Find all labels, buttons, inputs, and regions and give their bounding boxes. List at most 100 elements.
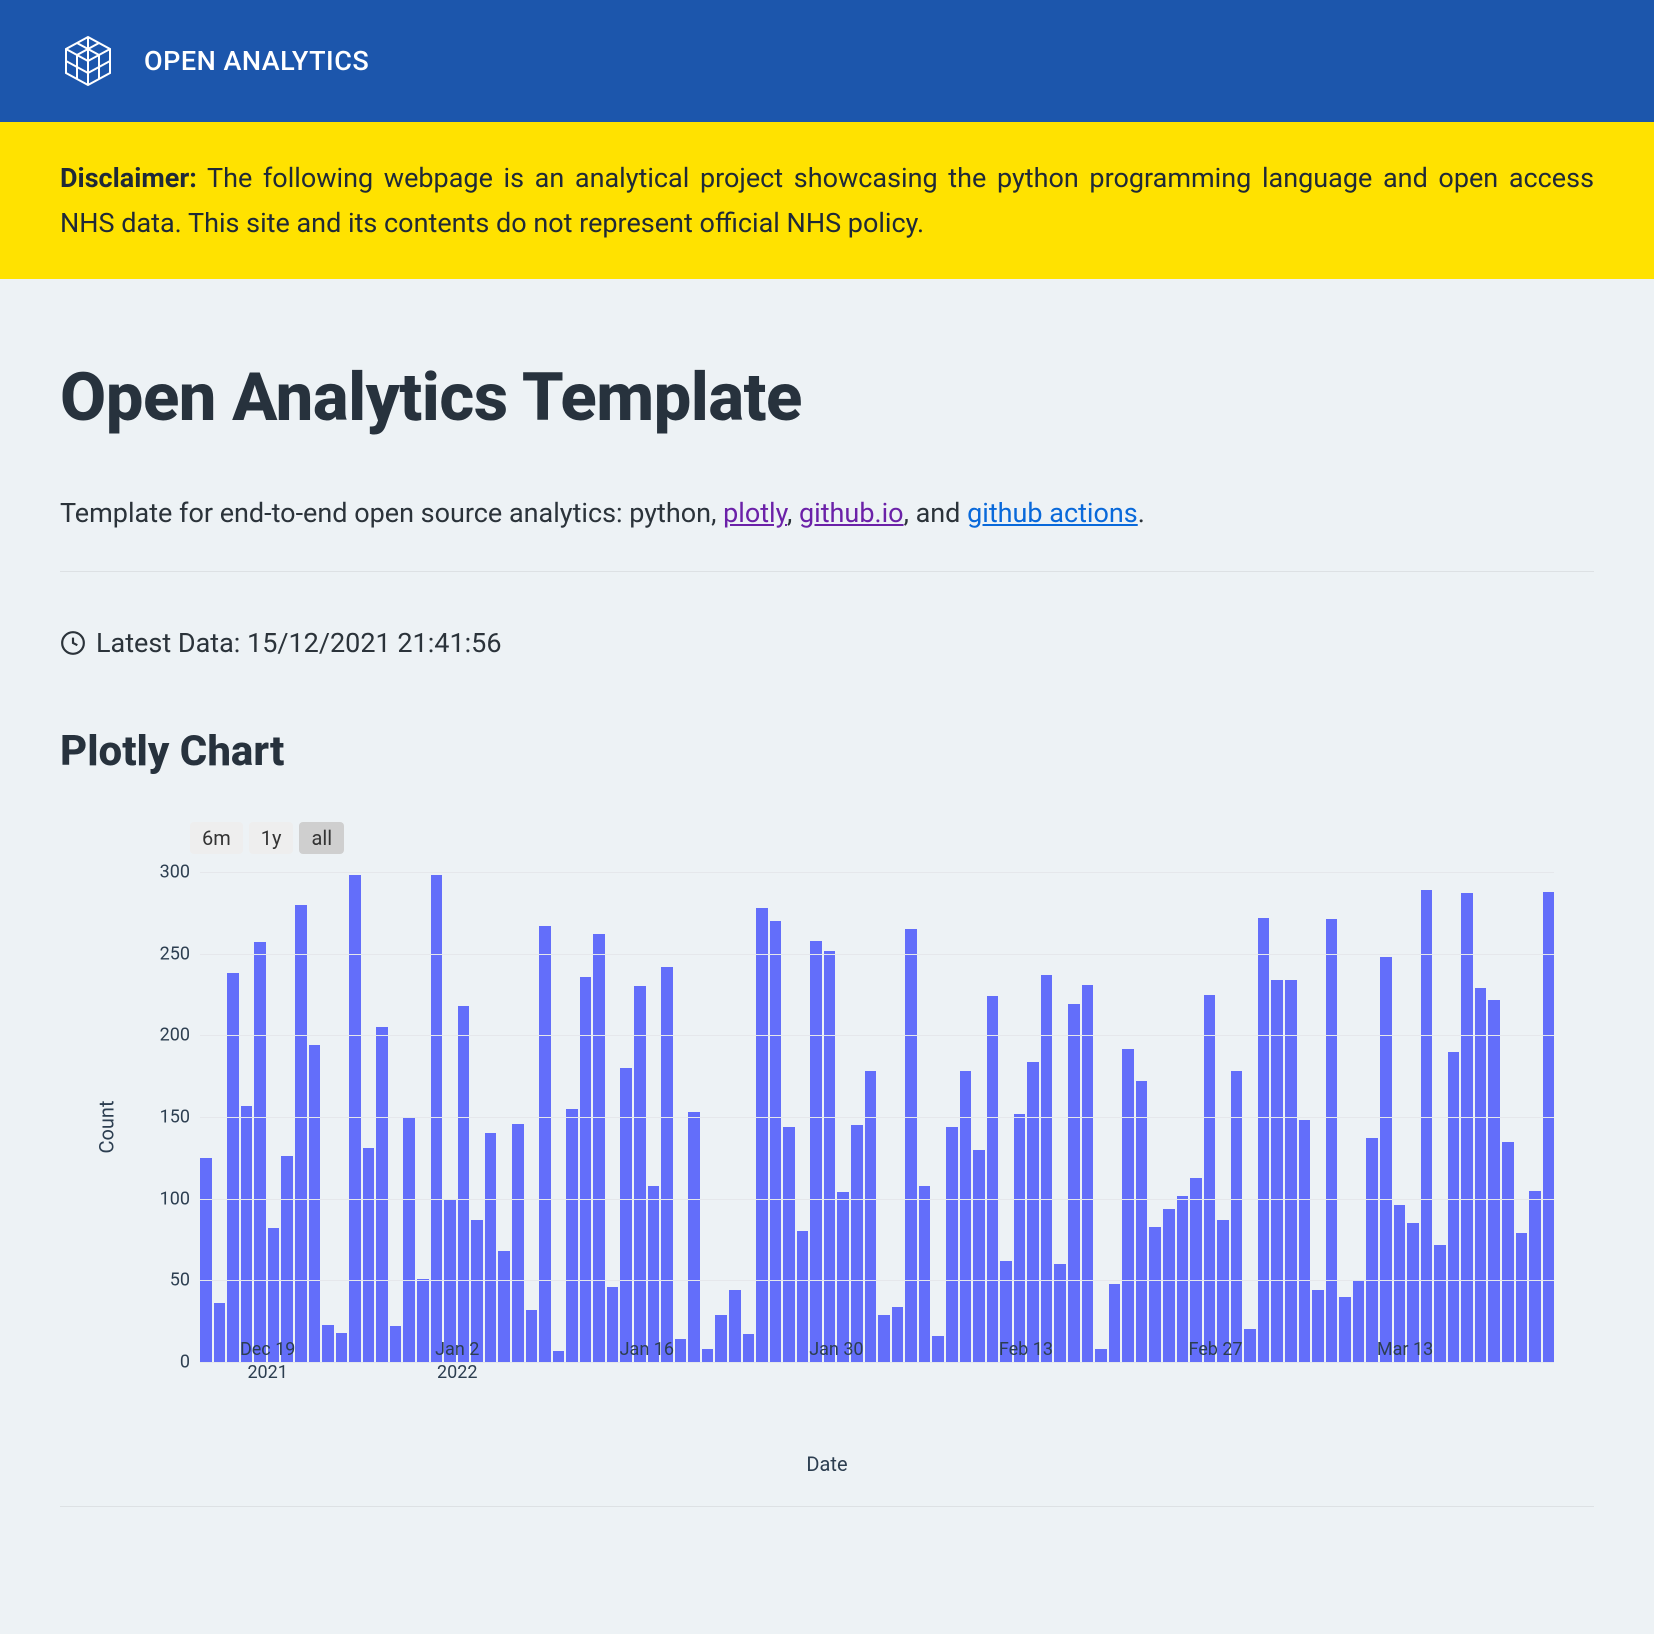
bar[interactable]: [756, 908, 768, 1362]
bar[interactable]: [1231, 1071, 1243, 1362]
bar[interactable]: [200, 1158, 212, 1362]
bar[interactable]: [1190, 1178, 1202, 1363]
bar[interactable]: [1299, 1120, 1311, 1362]
y-tick-label: 100: [150, 1188, 200, 1209]
range-btn-1y[interactable]: 1y: [249, 822, 294, 854]
bar[interactable]: [960, 1071, 972, 1362]
bar[interactable]: [1488, 1000, 1500, 1363]
y-tick-label: 0: [150, 1352, 200, 1373]
bar[interactable]: [688, 1112, 700, 1362]
bar[interactable]: [620, 1068, 632, 1362]
bar[interactable]: [905, 929, 917, 1362]
bar[interactable]: [1041, 975, 1053, 1362]
bar[interactable]: [634, 986, 646, 1362]
bar[interactable]: [837, 1192, 849, 1362]
bar[interactable]: [376, 1027, 388, 1362]
x-axis-title: Date: [60, 1452, 1594, 1476]
bar[interactable]: [1543, 892, 1555, 1362]
bar[interactable]: [1502, 1142, 1514, 1363]
bar[interactable]: [987, 996, 999, 1362]
grid-line: [200, 1199, 1554, 1200]
bar[interactable]: [1448, 1052, 1460, 1362]
bar[interactable]: [512, 1124, 524, 1362]
x-tick-label: Mar 13: [1377, 1338, 1433, 1361]
range-btn-all[interactable]: all: [299, 822, 344, 854]
x-tick-label: Feb 13: [999, 1338, 1053, 1361]
disclaimer-text: The following webpage is an analytical p…: [60, 162, 1594, 239]
bar[interactable]: [431, 875, 443, 1362]
bar[interactable]: [851, 1125, 863, 1362]
bar[interactable]: [309, 1045, 321, 1362]
bar[interactable]: [865, 1071, 877, 1362]
bar[interactable]: [661, 967, 673, 1362]
bar[interactable]: [458, 1006, 470, 1362]
bar[interactable]: [1068, 1004, 1080, 1362]
bar[interactable]: [1380, 957, 1392, 1362]
bar[interactable]: [363, 1148, 375, 1362]
grid-line: [200, 954, 1554, 955]
bar[interactable]: [295, 905, 307, 1362]
x-tick-label: Feb 27: [1188, 1338, 1242, 1361]
bar[interactable]: [1082, 985, 1094, 1362]
y-tick-label: 200: [150, 1025, 200, 1046]
bar[interactable]: [783, 1127, 795, 1362]
page-title: Open Analytics Template: [60, 359, 1594, 437]
bar[interactable]: [946, 1127, 958, 1362]
bar[interactable]: [1326, 919, 1338, 1362]
grid-line: [200, 1117, 1554, 1118]
bar[interactable]: [810, 941, 822, 1362]
bar[interactable]: [1366, 1138, 1378, 1362]
bar[interactable]: [1122, 1049, 1134, 1363]
bar[interactable]: [254, 942, 266, 1362]
divider: [60, 571, 1594, 572]
y-tick-label: 150: [150, 1107, 200, 1128]
grid-line: [200, 1280, 1554, 1281]
y-axis-title: Count: [95, 1101, 119, 1154]
intro-text: Template for end-to-end open source anal…: [60, 497, 1594, 529]
bar[interactable]: [824, 951, 836, 1363]
bar[interactable]: [1014, 1114, 1026, 1362]
bar[interactable]: [919, 1186, 931, 1362]
bar[interactable]: [349, 875, 361, 1362]
chart-section-title: Plotly Chart: [60, 727, 1594, 776]
bar[interactable]: [1285, 980, 1297, 1362]
bar[interactable]: [648, 1186, 660, 1362]
link-github-actions[interactable]: github actions: [967, 497, 1138, 529]
bar[interactable]: [566, 1109, 578, 1362]
bar[interactable]: [770, 921, 782, 1362]
y-tick-label: 50: [150, 1270, 200, 1291]
link-githubio[interactable]: github.io: [799, 497, 904, 529]
bar[interactable]: [1271, 980, 1283, 1362]
cube-logo-icon: [60, 33, 116, 89]
bar[interactable]: [1475, 988, 1487, 1362]
latest-data-row: Latest Data: 15/12/2021 21:41:56: [60, 627, 1594, 659]
y-tick-label: 300: [150, 862, 200, 883]
bar[interactable]: [485, 1133, 497, 1362]
grid-line: [200, 1035, 1554, 1036]
bar[interactable]: [1136, 1081, 1148, 1362]
bar[interactable]: [1529, 1191, 1541, 1363]
bar[interactable]: [1421, 890, 1433, 1362]
bar[interactable]: [241, 1106, 253, 1362]
bar[interactable]: [1027, 1062, 1039, 1363]
bar[interactable]: [1204, 995, 1216, 1363]
plot-area[interactable]: 050100150200250300: [200, 872, 1554, 1362]
bar[interactable]: [227, 973, 239, 1362]
bar[interactable]: [281, 1156, 293, 1362]
latest-value: 15/12/2021 21:41:56: [247, 627, 502, 659]
bar[interactable]: [973, 1150, 985, 1362]
range-btn-6m[interactable]: 6m: [190, 822, 243, 854]
range-selector: 6m1yall: [190, 822, 1594, 854]
bar[interactable]: [1177, 1196, 1189, 1363]
x-tick-label: Dec 192021: [240, 1338, 295, 1385]
bar[interactable]: [1258, 918, 1270, 1362]
bar[interactable]: [539, 926, 551, 1362]
bar[interactable]: [403, 1117, 415, 1362]
bar[interactable]: [593, 934, 605, 1362]
bar[interactable]: [1461, 893, 1473, 1362]
x-tick-label: Jan 16: [620, 1338, 674, 1361]
brand-name: OPEN ANALYTICS: [144, 45, 369, 77]
y-tick-label: 250: [150, 943, 200, 964]
link-plotly[interactable]: plotly: [723, 497, 787, 529]
x-tick-label: Jan 30: [809, 1338, 863, 1361]
